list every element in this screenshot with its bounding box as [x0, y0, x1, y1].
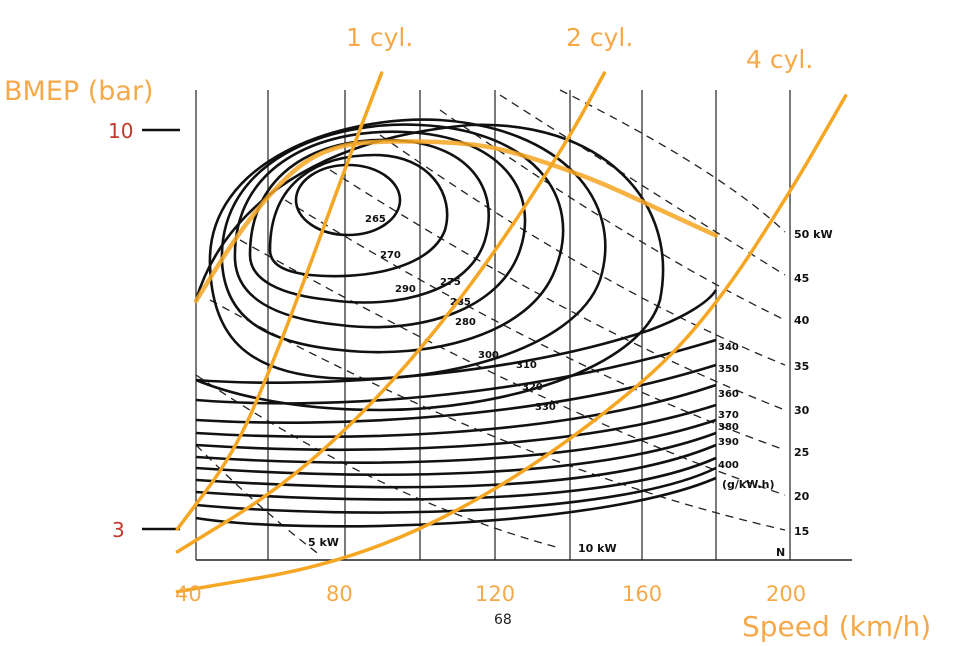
overlay-curves — [175, 71, 848, 594]
power-label: 25 — [794, 446, 809, 459]
bsfc-labels: 265 270 275 280 285 290 300 310 320 330 … — [365, 214, 775, 491]
power-label: 35 — [794, 360, 809, 373]
bsfc-contours — [194, 118, 718, 528]
bsfc-label: 285 — [450, 297, 471, 308]
power-lines — [195, 89, 786, 556]
x-tick-label-80: 80 — [326, 582, 353, 606]
axis-labels: BMEP (bar) Speed (km/h) 10 3 40 80 120 1… — [4, 23, 931, 643]
power-label: 30 — [794, 404, 810, 417]
power-label: 40 — [794, 314, 810, 327]
bsfc-label: 380 — [718, 422, 739, 433]
series-line-2 — [175, 71, 607, 554]
engine-map-background — [142, 89, 852, 561]
bsfc-label: 340 — [718, 342, 739, 353]
x-tick-label-120: 120 — [475, 582, 515, 606]
y-axis-label: BMEP (bar) — [4, 76, 154, 107]
bsfc-unit-label: (g/kW.h) — [722, 478, 775, 491]
bsfc-label: 280 — [455, 317, 476, 328]
power-label: 15 — [794, 525, 809, 538]
bsfc-label: 265 — [365, 214, 386, 225]
bsfc-label: 275 — [440, 277, 461, 288]
bsfc-label: 400 — [718, 460, 739, 471]
power-label: 50 kW — [794, 228, 833, 241]
power-labels: 5 kW 10 kW 15 20 25 30 35 40 45 50 kW N — [308, 228, 833, 559]
power-label: 45 — [794, 272, 809, 285]
y-tick-label-10: 10 — [108, 119, 133, 143]
bsfc-label: 290 — [395, 284, 416, 295]
power-label: 5 kW — [308, 536, 339, 549]
x-tick-label-160: 160 — [622, 582, 662, 606]
x-axis-label: Speed (km/h) — [742, 610, 931, 643]
series-label-4-cyl: 4 cyl. — [746, 45, 813, 74]
n-label: N — [776, 546, 785, 559]
axis-tick-marks — [142, 128, 180, 531]
bsfc-label: 310 — [516, 360, 537, 371]
bsfc-label: 370 — [718, 410, 739, 421]
bsfc-label: 390 — [718, 437, 739, 448]
bsfc-label: 350 — [718, 364, 739, 375]
bsfc-label: 300 — [478, 350, 499, 361]
page-number: 68 — [494, 612, 512, 628]
power-label: 20 — [794, 490, 810, 503]
bsfc-label: 330 — [535, 402, 556, 413]
series-label-1-cyl: 1 cyl. — [346, 23, 413, 52]
series-line-3 — [175, 94, 848, 594]
full-load-envelope-curve — [193, 139, 719, 304]
series-line-1 — [175, 71, 384, 531]
power-label: 10 kW — [578, 542, 617, 555]
x-tick-label-40: 40 — [175, 582, 202, 606]
x-tick-label-200: 200 — [766, 582, 806, 606]
bsfc-label: 270 — [380, 250, 401, 261]
series-label-2-cyl: 2 cyl. — [566, 23, 633, 52]
y-tick-label-3: 3 — [112, 518, 125, 542]
bsfc-label: 360 — [718, 389, 739, 400]
bsfc-label: 320 — [522, 382, 543, 393]
